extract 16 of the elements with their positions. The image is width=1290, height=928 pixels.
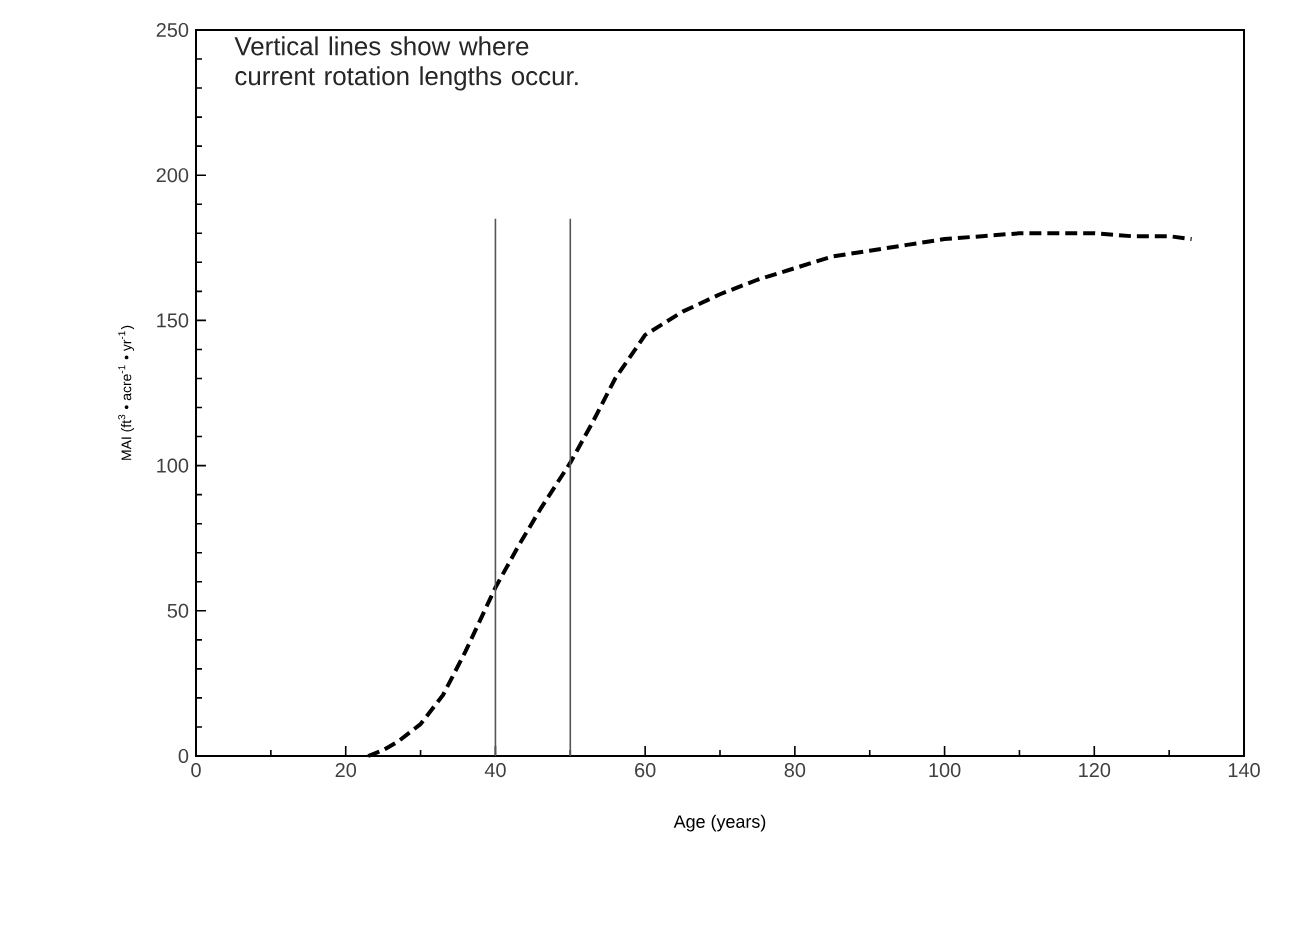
x-tick-label: 100: [929, 763, 961, 778]
x-tick-label: 20: [335, 763, 357, 778]
annotation: Vertical lines show where current rotation lengths occur.: [234, 36, 578, 91]
x-tick-label: 140: [1228, 763, 1260, 778]
x-tick-label: 40: [484, 763, 506, 778]
x-tick-label: 60: [635, 763, 656, 778]
y-tick-label: 200: [156, 168, 189, 183]
y-tick-label: 100: [157, 458, 189, 473]
y-tick-label: 50: [167, 603, 189, 618]
x-tick-label: 120: [1079, 763, 1111, 778]
y-tick-label: 250: [156, 22, 189, 38]
x-tick-label: 80: [784, 763, 806, 778]
x-tick-label: 0: [191, 763, 201, 778]
y-tick-label: 150: [157, 313, 189, 328]
y-tick-label: 0: [178, 748, 189, 764]
x-axis-title: Age (years): [673, 814, 766, 832]
